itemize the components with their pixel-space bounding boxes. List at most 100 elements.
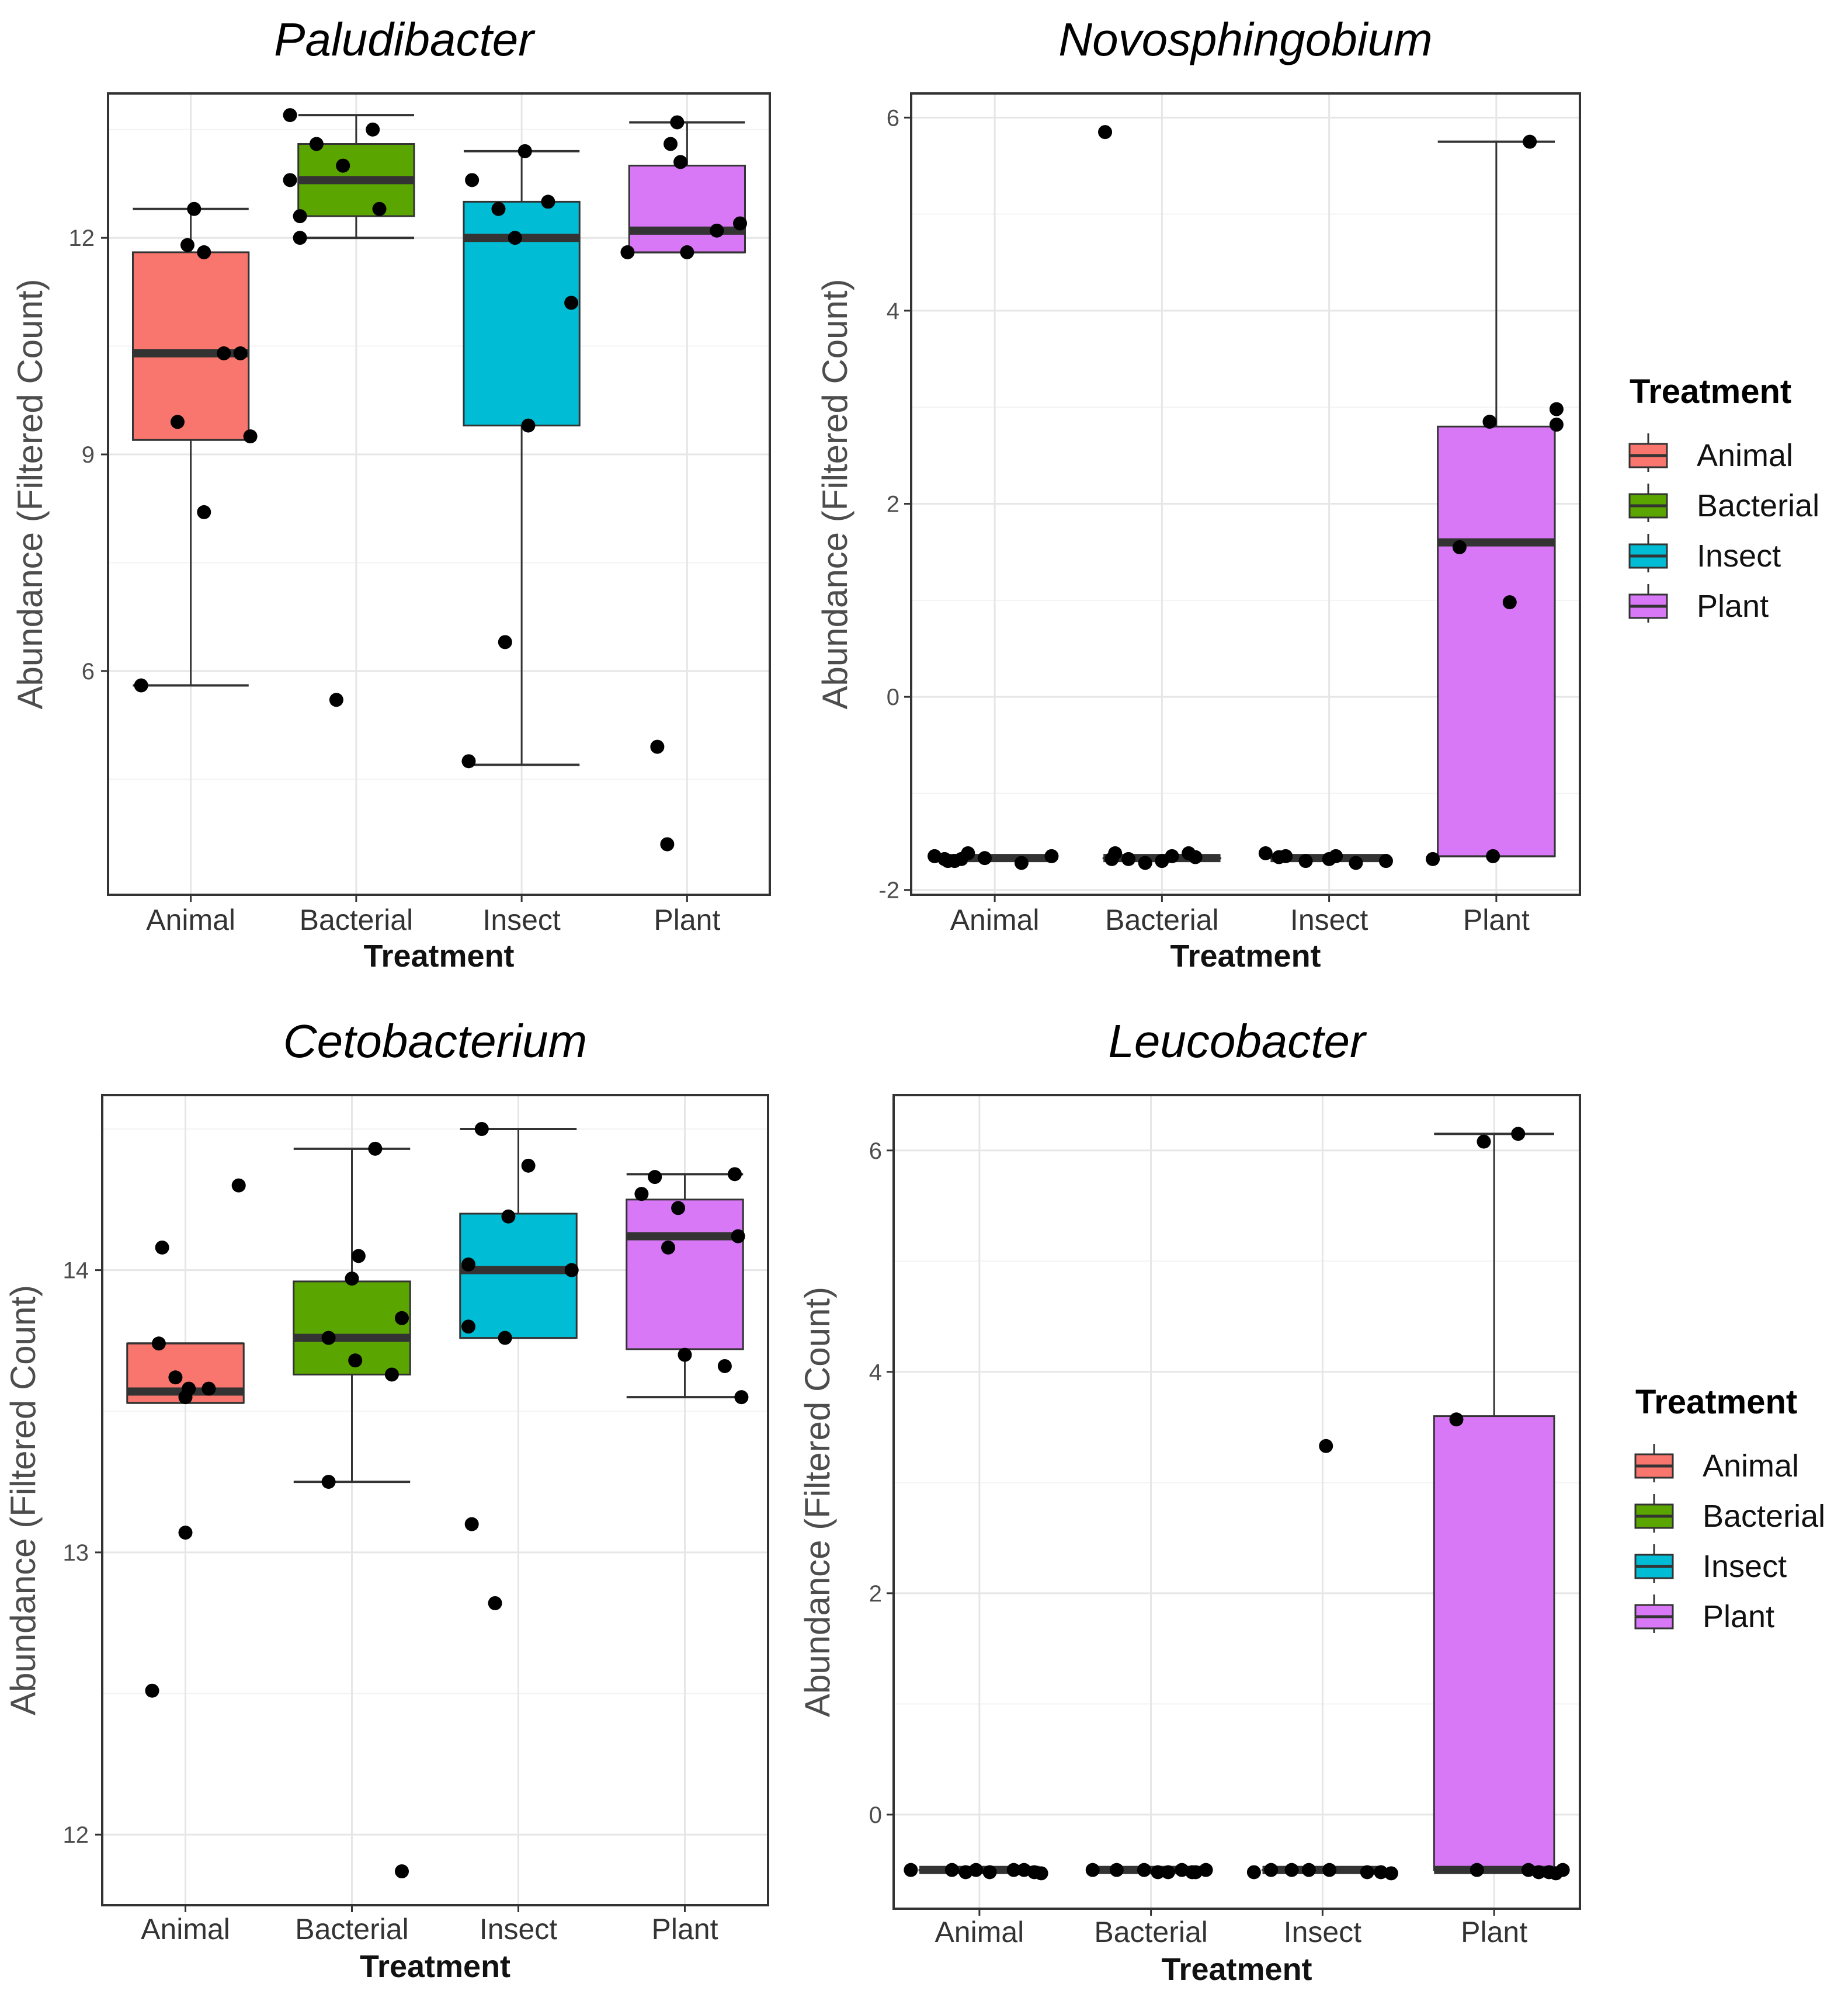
legend-label: Animal	[1703, 1448, 1799, 1484]
points-animal	[928, 846, 1059, 870]
box-iqr	[1433, 1415, 1555, 1871]
data-point	[733, 216, 748, 231]
data-point	[197, 505, 211, 519]
panel-border	[107, 92, 771, 896]
data-point	[620, 245, 635, 259]
data-point	[1349, 856, 1363, 870]
legend-key-animal	[1634, 1444, 1674, 1482]
data-point	[670, 115, 685, 130]
data-point	[1151, 1865, 1165, 1880]
data-point	[1104, 852, 1119, 866]
data-point	[940, 854, 955, 869]
points-plant	[620, 115, 748, 852]
data-point	[329, 693, 343, 707]
data-point	[517, 144, 532, 158]
y-tick-label: 12	[69, 225, 95, 251]
data-point	[564, 1263, 579, 1277]
data-point	[1298, 854, 1313, 869]
x-tick-label: Animal	[141, 1913, 230, 1946]
panel-cetobacterium: 12 13 14 Animal Bacterial Insect Plant Treatmen…	[4, 1015, 769, 1984]
data-point	[1384, 1866, 1398, 1881]
data-point	[1486, 849, 1500, 863]
data-point	[1378, 854, 1393, 869]
data-point	[461, 754, 476, 769]
data-point	[1014, 856, 1029, 870]
data-point	[465, 173, 480, 187]
data-point	[202, 1381, 216, 1396]
x-tick-label: Plant	[654, 904, 720, 936]
points-animal	[904, 1863, 1048, 1881]
box-iqr	[131, 251, 250, 441]
data-point	[671, 1201, 686, 1215]
data-point	[1246, 1865, 1261, 1880]
data-point	[1189, 1865, 1203, 1880]
data-point	[321, 1475, 336, 1489]
x-tick-label: Insect	[480, 1913, 558, 1946]
x-tick-label: Plant	[1461, 1916, 1527, 1948]
data-point	[977, 851, 992, 866]
legend-key-plant	[1628, 584, 1668, 623]
panel-paludibacter: 6 9 12 Animal Bacterial Insect Plant Treatment A…	[11, 13, 771, 974]
data-point	[180, 238, 194, 252]
data-point	[650, 739, 665, 754]
data-point	[1426, 852, 1440, 866]
legend: Treatment Animal Bacterial Insect Plant	[1628, 373, 1819, 624]
data-point	[954, 852, 968, 866]
x-axis-label: Treatment	[1170, 939, 1321, 974]
data-point	[634, 1187, 649, 1201]
box-plant	[626, 1173, 744, 1399]
legend-label: Animal	[1697, 438, 1793, 473]
data-point	[1006, 1863, 1021, 1877]
y-tick-label: 0	[869, 1802, 882, 1828]
data-point	[321, 1330, 336, 1345]
data-point	[1121, 852, 1136, 866]
data-point	[233, 346, 248, 360]
y-tick-label: 6	[869, 1138, 882, 1164]
y-tick-label: 2	[887, 492, 899, 517]
data-point	[134, 678, 148, 693]
data-point	[1301, 1863, 1316, 1877]
points-animal	[145, 1178, 246, 1698]
legend-title: Treatment	[1630, 373, 1791, 411]
x-tick-label: Bacterial	[295, 1913, 409, 1946]
data-point	[461, 1257, 475, 1272]
data-point	[1155, 854, 1169, 869]
data-point	[734, 1390, 749, 1405]
data-point	[1329, 849, 1343, 863]
data-point	[395, 1311, 409, 1325]
panel-leucobacter: 0 2 4 6 Animal Bacterial Insect Plant Treatment A…	[798, 1015, 1581, 1987]
data-point	[1264, 1863, 1279, 1877]
x-tick-label: Animal	[950, 904, 1040, 936]
data-point	[151, 1336, 166, 1351]
data-point	[293, 209, 307, 224]
data-point	[728, 1167, 742, 1182]
points-plant	[1426, 134, 1564, 866]
data-point	[345, 1272, 359, 1286]
points-bacterial	[1085, 1863, 1213, 1880]
data-point	[1319, 1439, 1333, 1453]
x-tick-label: Bacterial	[300, 904, 414, 936]
data-point	[944, 1863, 959, 1877]
legend: Treatment Animal Bacterial Insect Plant	[1634, 1383, 1825, 1634]
data-point	[243, 429, 258, 444]
points-bacterial	[283, 108, 387, 707]
box-animal	[126, 1342, 245, 1404]
x-tick-label: Animal	[146, 904, 235, 936]
box-iqr	[1437, 425, 1556, 857]
data-point	[488, 1596, 502, 1610]
points-insect	[461, 1121, 579, 1610]
box-insect	[463, 150, 581, 766]
data-point	[982, 1865, 997, 1880]
chart-title: Leucobacter	[1108, 1015, 1367, 1067]
legend-key-insect	[1634, 1544, 1674, 1583]
data-point	[673, 155, 688, 169]
data-point	[168, 1370, 183, 1385]
y-tick-label: 13	[63, 1540, 89, 1566]
points-plant	[1449, 1127, 1570, 1881]
data-point	[717, 1359, 732, 1373]
panel-border	[910, 92, 1581, 896]
points-animal	[134, 202, 258, 693]
y-axis-label: Abundance (Filtered Count)	[11, 279, 50, 709]
box-plant	[628, 121, 746, 253]
data-point	[680, 245, 694, 259]
